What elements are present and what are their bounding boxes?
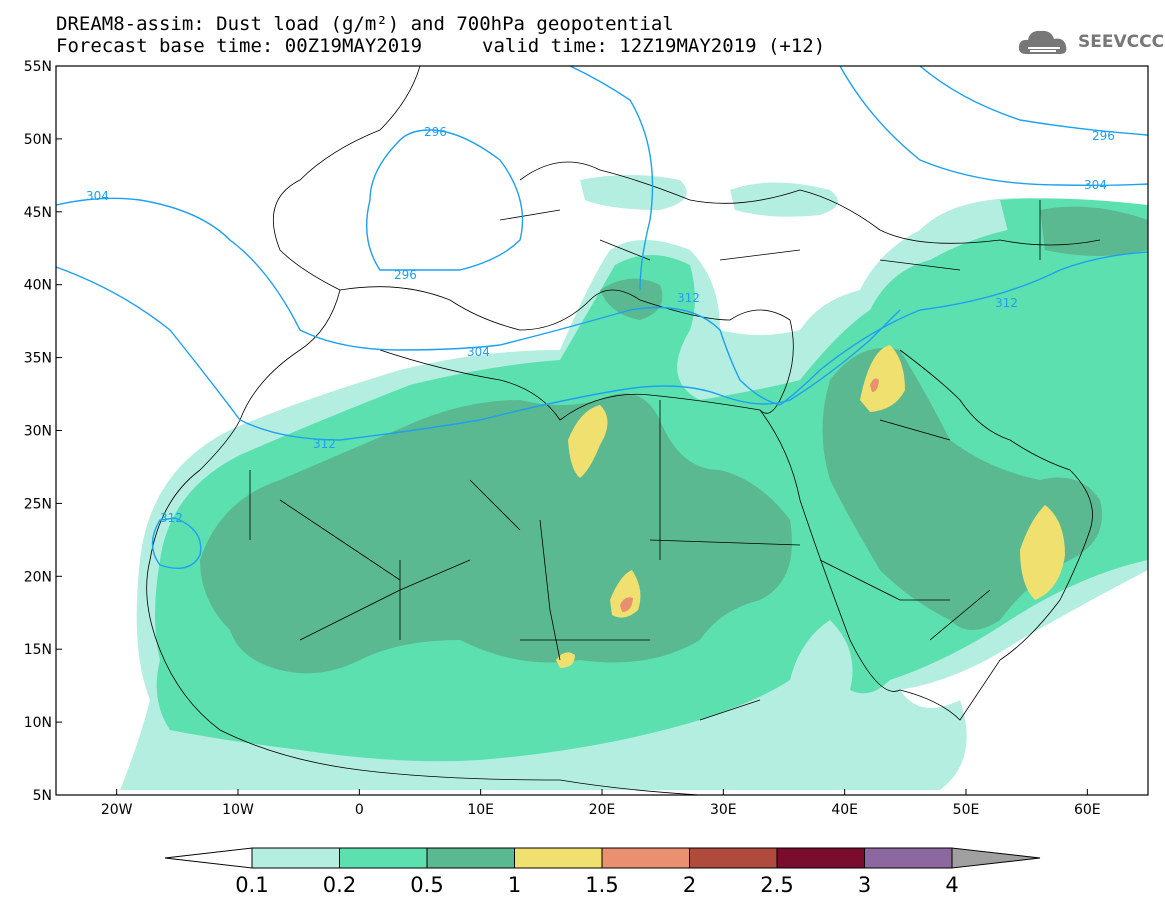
- colorbar-label: 4: [945, 873, 958, 897]
- colorbar-segment: [776, 847, 865, 869]
- colorbar-label: 1.5: [585, 873, 618, 897]
- valid-time: valid time: 12Z19MAY2019 (+12): [482, 35, 826, 57]
- lon-tick-label: 10W: [222, 802, 254, 818]
- colorbar-under-triangle: [164, 847, 253, 869]
- cloud-logo-icon: [1018, 30, 1067, 54]
- contour-label-312: 312: [995, 296, 1018, 310]
- colorbar-segment: [339, 847, 428, 869]
- contour-label-304: 304: [86, 189, 109, 203]
- map-title: DREAM8-assim: Dust load (g/m²) and 700hP…: [56, 13, 674, 35]
- lat-tick-label: 25N: [24, 496, 52, 512]
- latitude-axis: 55N 50N 45N 40N 35N 30N 25N 20N 15N 10N 5N: [24, 59, 62, 804]
- lon-tick-label: 60E: [1074, 802, 1101, 818]
- longitude-axis: 20W 10W 0 10E 20E 30E 40E 50E 60E: [101, 789, 1101, 818]
- colorbar-over-triangle: [951, 847, 1041, 869]
- colorbar: 0.1 0.2 0.5 1 1.5 2 2.5 3 4: [164, 847, 1041, 897]
- contour-label-296: 296: [394, 268, 417, 282]
- logo-text: SEEVCCC: [1078, 32, 1165, 52]
- lon-tick-label: 40E: [831, 802, 858, 818]
- lat-tick-label: 35N: [24, 351, 52, 367]
- contour-label-296: 296: [424, 125, 447, 139]
- lat-tick-label: 15N: [24, 642, 52, 658]
- contour-label-296: 296: [1092, 129, 1115, 143]
- coastlines-borders: [146, 66, 1101, 795]
- contour-label-312: 312: [160, 511, 183, 525]
- lon-tick-label: 0: [355, 802, 364, 818]
- colorbar-segment: [514, 847, 603, 869]
- colorbar-segment: [251, 847, 340, 869]
- colorbar-label: 1: [508, 873, 521, 897]
- lon-tick-label: 20W: [101, 802, 133, 818]
- colorbar-label: 3: [858, 873, 871, 897]
- lat-tick-label: 50N: [24, 132, 52, 148]
- lon-tick-label: 10E: [467, 802, 494, 818]
- contour-label-304: 304: [1084, 178, 1107, 192]
- contour-label-304: 304: [467, 345, 490, 359]
- lat-tick-label: 20N: [24, 569, 52, 585]
- lon-tick-label: 50E: [953, 802, 980, 818]
- colorbar-label: 2: [683, 873, 696, 897]
- contour-labels: 304 296 296 296 304 304 312 312 312 312: [86, 125, 1115, 525]
- lat-tick-label: 10N: [24, 715, 52, 731]
- contour-label-312: 312: [313, 437, 336, 451]
- colorbar-label: 0.1: [235, 873, 268, 897]
- lat-tick-label: 5N: [33, 788, 52, 804]
- colorbar-label: 2.5: [760, 873, 793, 897]
- lat-tick-label: 55N: [24, 59, 52, 75]
- colorbar-segment: [601, 847, 690, 869]
- colorbar-label: 0.2: [323, 873, 356, 897]
- geopotential-contours: [56, 66, 1148, 569]
- contour-label-312: 312: [677, 291, 700, 305]
- forecast-base-time: Forecast base time: 00Z19MAY2019: [56, 35, 423, 57]
- colorbar-segment: [864, 847, 953, 869]
- lat-tick-label: 45N: [24, 205, 52, 221]
- lon-tick-label: 20E: [589, 802, 616, 818]
- lat-tick-label: 30N: [24, 424, 52, 440]
- lon-tick-label: 30E: [710, 802, 737, 818]
- dust-load-field: [120, 175, 1148, 790]
- lat-tick-label: 40N: [24, 278, 52, 294]
- colorbar-segment: [689, 847, 778, 869]
- colorbar-segment: [426, 847, 515, 869]
- colorbar-label: 0.5: [410, 873, 443, 897]
